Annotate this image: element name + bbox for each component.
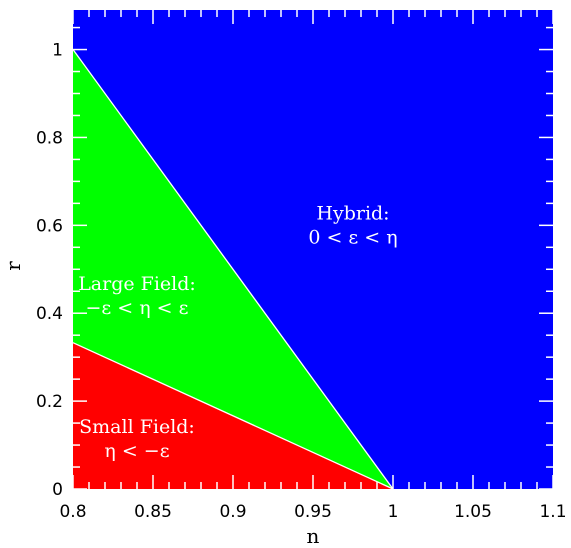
x-tick-label: 0.8 [59, 502, 86, 522]
axis-tick-labels: 0.8 0.85 0.9 0.95 1 1.05 1.1 0 0.2 0.4 0.6 0.8 1 [36, 41, 567, 522]
x-tick-label: 1.1 [539, 502, 566, 522]
region-small-field-condition: η < −ε [104, 440, 169, 462]
x-tick-label: 0.85 [134, 502, 172, 522]
y-tick-label: 0 [52, 480, 63, 500]
y-tick-label: 0.6 [36, 216, 63, 236]
y-axis-label: r [1, 261, 25, 271]
region-large-field-condition: −ε < η < ε [86, 297, 189, 319]
axis-ticks [72, 10, 554, 490]
region-hybrid-title: Hybrid: [316, 203, 389, 225]
region-boundaries [72, 49, 394, 490]
x-tick-label: 0.95 [294, 502, 332, 522]
y-tick-label: 0.4 [36, 304, 63, 324]
region-labels: Hybrid:0 < ε < η Large Field:−ε < η < ε Sm… [78, 203, 397, 462]
x-tick-label: 1 [388, 502, 399, 522]
region-small-field-title: Small Field: [79, 416, 195, 438]
region-hybrid [73, 10, 553, 489]
x-axis-label: n [307, 524, 320, 548]
small-field-upper-boundary [72, 342, 394, 490]
y-tick-label: 1 [52, 41, 63, 61]
x-tick-label: 1.05 [454, 502, 492, 522]
large-field-upper-boundary [72, 49, 394, 490]
region-hybrid-condition: 0 < ε < η [308, 227, 397, 249]
y-tick-label: 0.2 [36, 392, 63, 412]
region-large-field-title: Large Field: [78, 273, 196, 295]
y-tick-label: 0.8 [36, 128, 63, 148]
x-tick-label: 0.9 [219, 502, 246, 522]
